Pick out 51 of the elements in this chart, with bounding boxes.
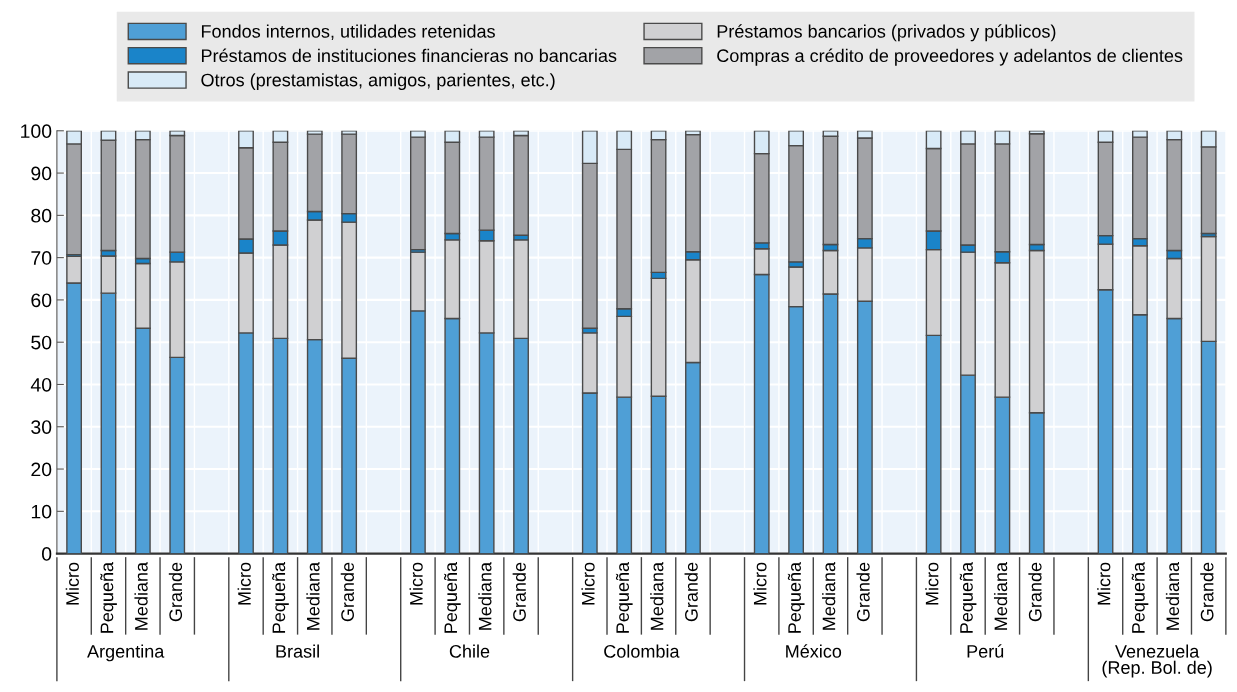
x-tick-label: Grande xyxy=(856,562,870,622)
x-tick-label: Micro xyxy=(925,562,939,605)
y-tick-label: 50 xyxy=(31,335,52,350)
y-tick-label: 20 xyxy=(31,462,52,477)
y-tick-label: 60 xyxy=(31,293,52,308)
x-tick-label: Mediana xyxy=(134,561,148,630)
x-tick-label: Micro xyxy=(237,562,251,605)
legend-label: Préstamos bancarios (privados y públicos) xyxy=(717,24,1056,42)
x-tick-label: Mediana xyxy=(650,561,664,630)
x-tick-label: Pequeña xyxy=(444,561,461,633)
y-tick-label: 80 xyxy=(31,208,52,223)
x-tick-label: Micro xyxy=(65,562,79,605)
y-tick-label: 70 xyxy=(31,251,52,265)
text: Perú xyxy=(967,644,1004,658)
x-tick-label: Mediana xyxy=(822,561,836,630)
x-tick-label: Grande xyxy=(340,562,354,622)
y-tick-label: 30 xyxy=(31,420,52,434)
x-tick-label: Pequeña xyxy=(272,561,289,633)
x-tick-label: Micro xyxy=(753,562,767,605)
legend-label: Otros (prestamistas, amigos, parientes, etc.) xyxy=(201,73,555,90)
x-tick-label: Pequeña xyxy=(100,561,117,633)
text: Brasil xyxy=(276,644,319,658)
x-tick-label: Grande xyxy=(168,562,183,622)
x-tick-label: Mediana xyxy=(478,561,492,630)
text: Colombia xyxy=(604,644,680,658)
x-tick-label: Micro xyxy=(409,562,423,605)
x-tick-label: Pequeña xyxy=(1131,561,1149,633)
x-tick-label: Micro xyxy=(1097,562,1111,605)
y-tick-label: 90 xyxy=(31,166,52,181)
x-tick-label: Mediana xyxy=(993,561,1008,630)
x-tick-label: Grande xyxy=(1200,562,1214,622)
x-tick-label: Pequeña xyxy=(959,561,977,633)
x-tick-label: Micro xyxy=(581,562,595,605)
legend-label: Compras a crédito de proveedores y adelantos de clientes xyxy=(717,48,1183,66)
x-tick-label: Mediana xyxy=(1165,561,1180,630)
legend-label: Préstamos de instituciones financieras no bancarias xyxy=(201,48,617,63)
x-tick-label: Mediana xyxy=(306,561,320,630)
text: México xyxy=(786,644,842,658)
y-tick-label: 0 xyxy=(41,547,52,561)
x-tick-label: Pequeña xyxy=(615,561,633,633)
y-tick-label: 100 xyxy=(21,124,52,139)
x-tick-label: Grande xyxy=(1028,562,1042,622)
x-tick-label: Grande xyxy=(684,562,698,622)
x-tick-label: Grande xyxy=(512,562,526,622)
text: Chile xyxy=(449,644,490,658)
text: Venezuela (Rep. Bol. de) xyxy=(1102,644,1212,678)
y-tick-label: 40 xyxy=(30,377,52,392)
x-tick-label: Pequeña xyxy=(787,561,805,633)
y-tick-label: 10 xyxy=(31,504,52,519)
legend-label: Fondos internos, utilidades retenidas xyxy=(201,24,495,40)
text: Argentina xyxy=(87,644,165,662)
